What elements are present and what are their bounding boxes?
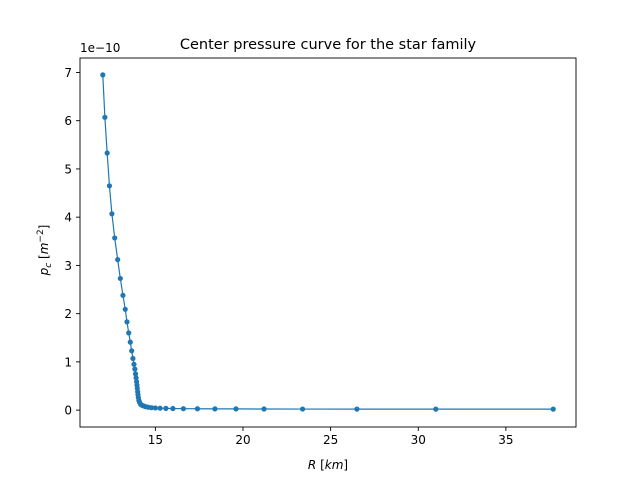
- data-point: [130, 355, 136, 362]
- y-tick-label: 7: [64, 66, 72, 80]
- chart-title: Center pressure curve for the star famil…: [180, 37, 477, 53]
- data-point: [180, 406, 187, 412]
- data-point: [148, 405, 155, 411]
- data-point: [109, 211, 115, 217]
- axis-ticks: 15 20 25 30 35 0 1 2 3 4 5 6 7: [64, 66, 513, 447]
- plot-area: [79, 57, 577, 428]
- data-point: [129, 348, 135, 354]
- plot-background: [80, 58, 576, 427]
- data-point: [163, 405, 169, 411]
- x-tick-label: 15: [148, 433, 163, 447]
- y-axis-offset-label: 1e−10: [80, 41, 120, 55]
- y-tick-label: 3: [64, 259, 72, 273]
- data-point: [157, 405, 163, 411]
- data-point: [115, 257, 121, 263]
- y-tick-label: 2: [64, 307, 72, 321]
- data-point: [152, 405, 158, 411]
- data-point: [132, 371, 139, 377]
- data-point: [100, 72, 106, 78]
- data-point: [170, 405, 176, 412]
- data-point: [233, 406, 239, 412]
- data-point: [126, 330, 132, 336]
- y-axis-label: pc [m−2]: [36, 225, 54, 277]
- data-point: [132, 366, 138, 372]
- data-point: [212, 406, 218, 412]
- data-point: [127, 339, 133, 345]
- x-tick-label: 35: [498, 433, 513, 447]
- data-point: [354, 406, 360, 412]
- x-axis-label: R [km]: [308, 458, 348, 472]
- y-tick-label: 0: [64, 404, 72, 418]
- data-point: [120, 292, 126, 298]
- x-tick-label: 25: [323, 433, 338, 447]
- x-tick-label: 30: [411, 433, 426, 447]
- data-point: [124, 319, 130, 325]
- y-tick-label: 6: [64, 114, 72, 128]
- plot-frame: [79, 57, 577, 428]
- data-point: [133, 375, 139, 381]
- y-tick-label: 1: [64, 355, 72, 369]
- data-point: [550, 406, 556, 412]
- data-point: [433, 406, 439, 412]
- y-tick-label: 5: [64, 162, 72, 176]
- y-tick-label: 4: [64, 211, 72, 225]
- data-point: [117, 275, 123, 282]
- data-point: [122, 306, 128, 312]
- data-point: [104, 150, 110, 156]
- data-point: [299, 406, 306, 412]
- data-point: [194, 406, 201, 412]
- data-point: [102, 114, 108, 120]
- data-point: [261, 406, 267, 412]
- x-tick-label: 20: [235, 433, 250, 447]
- data-point: [131, 361, 137, 367]
- data-point: [112, 235, 118, 241]
- data-point: [106, 183, 113, 189]
